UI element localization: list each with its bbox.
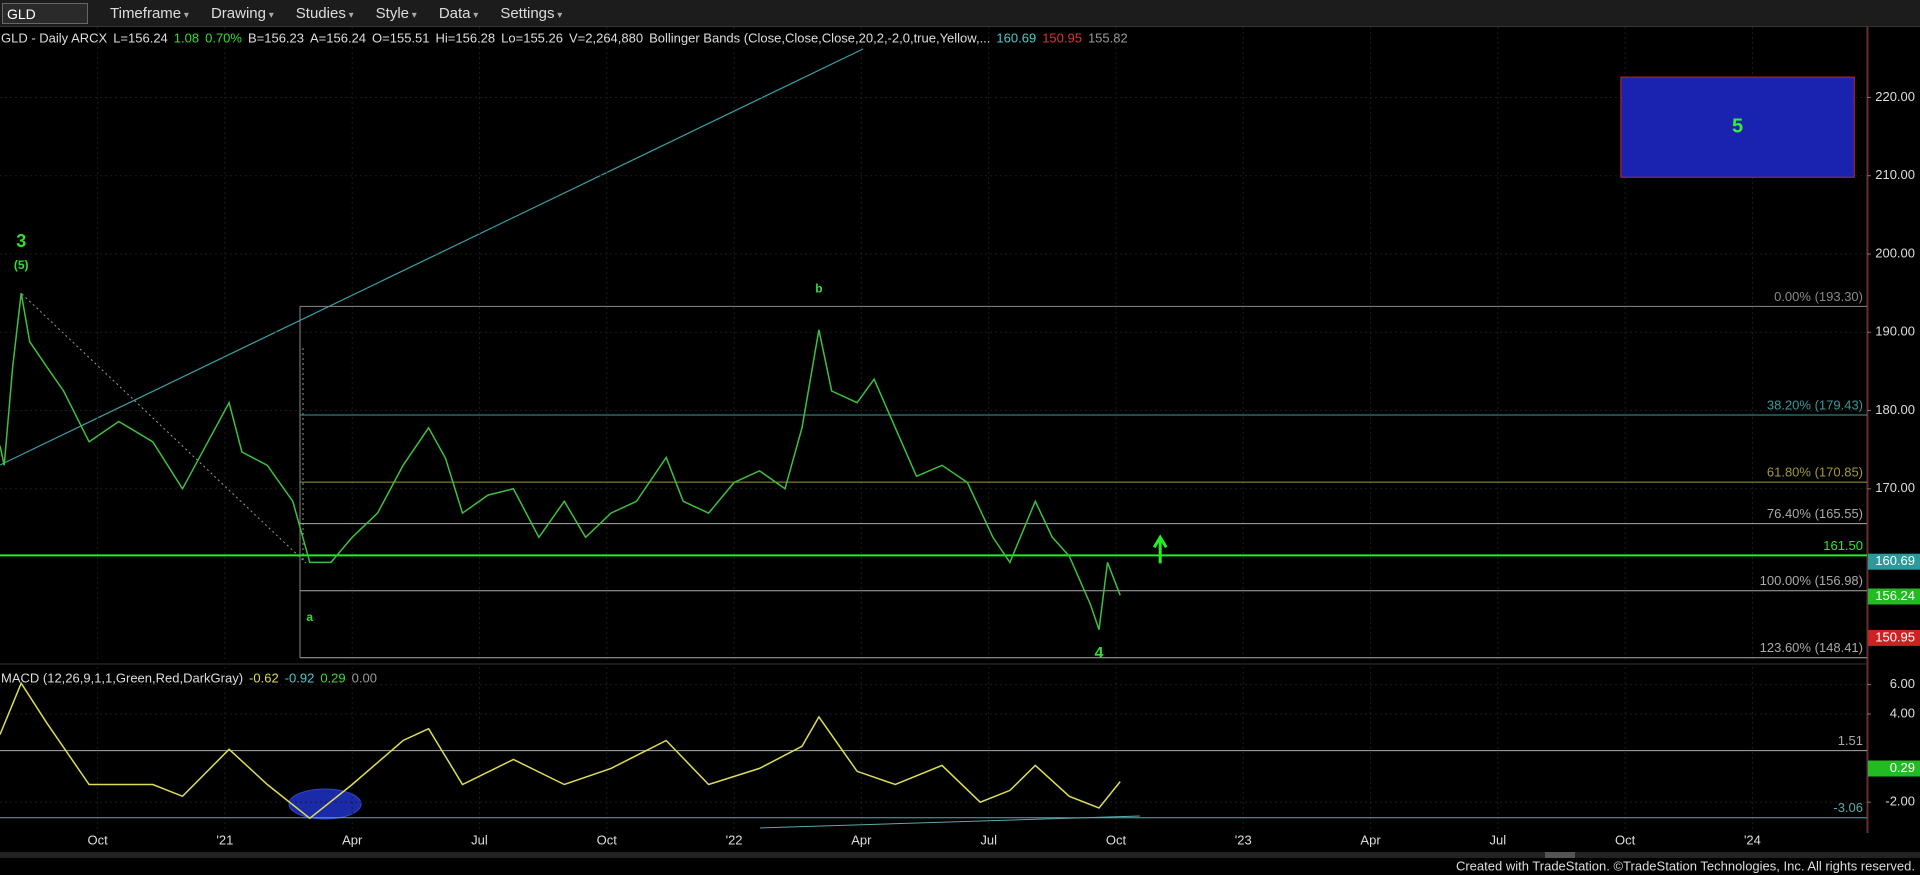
legend-text: 1.08 bbox=[174, 30, 199, 45]
legend-text: 0.29 bbox=[320, 670, 345, 685]
legend-text: GLD - Daily ARCX bbox=[1, 30, 108, 45]
toolbar-button[interactable]: Data bbox=[439, 5, 479, 22]
level-label: 1.51 bbox=[1838, 733, 1863, 748]
legend-text: A=156.24 bbox=[310, 30, 366, 45]
legend-text: V=2,264,880 bbox=[569, 30, 643, 45]
legend-text: O=155.51 bbox=[372, 30, 429, 45]
plot-bg bbox=[0, 27, 1867, 833]
level-label: -3.06 bbox=[1833, 800, 1863, 815]
footer: Created with TradeStation. ©TradeStation… bbox=[1456, 858, 1915, 873]
price-line bbox=[0, 681, 1121, 820]
y-tick-label: 210.00 bbox=[1875, 167, 1915, 182]
legend-text: Bollinger Bands (Close,Close,Close,20,2,… bbox=[649, 30, 990, 45]
price-marker-label: 156.24 bbox=[1875, 588, 1915, 603]
legend-text: -0.62 bbox=[249, 670, 279, 685]
level-label: 100.00% (156.98) bbox=[1760, 573, 1863, 588]
x-tick-label: Oct bbox=[1615, 832, 1636, 847]
x-tick-label: Jul bbox=[1490, 832, 1507, 847]
legend-text: 0.70% bbox=[205, 30, 242, 45]
highlight-ellipse bbox=[288, 788, 362, 820]
scrollbar[interactable] bbox=[0, 852, 1920, 858]
x-tick-label: '23 bbox=[1235, 832, 1252, 847]
price-marker bbox=[1868, 629, 1920, 646]
wave-label: b bbox=[815, 281, 822, 295]
x-tick-label: Jul bbox=[980, 832, 997, 847]
x-tick-label: Oct bbox=[597, 832, 618, 847]
scrollbar-thumb[interactable] bbox=[1545, 852, 1575, 858]
wave-line bbox=[21, 293, 307, 564]
y-tick-label: 6.00 bbox=[1890, 676, 1915, 691]
x-tick-label: Oct bbox=[1106, 832, 1127, 847]
trendline bbox=[0, 48, 864, 466]
y-tick-label: 170.00 bbox=[1875, 480, 1915, 495]
y-tick-label: 200.00 bbox=[1875, 245, 1915, 260]
legend-text: B=156.23 bbox=[248, 30, 304, 45]
box-label: 5 bbox=[1732, 115, 1743, 137]
x-tick-label: '21 bbox=[216, 832, 233, 847]
price-marker bbox=[1868, 588, 1920, 605]
x-tick-label: Oct bbox=[87, 832, 108, 847]
symbol-input[interactable]: GLD bbox=[2, 2, 88, 24]
price-marker-label: 150.95 bbox=[1875, 629, 1915, 644]
toolbar-button[interactable]: Settings bbox=[500, 5, 562, 22]
level-label: 123.60% (148.41) bbox=[1760, 640, 1863, 655]
x-tick-label: '22 bbox=[726, 832, 743, 847]
legend-text: 0.00 bbox=[352, 670, 377, 685]
x-tick-label: Apr bbox=[1360, 832, 1381, 847]
toolbar-button[interactable]: Studies bbox=[296, 5, 354, 22]
price-marker-label: 160.69 bbox=[1875, 553, 1915, 568]
level-label: 38.20% (179.43) bbox=[1767, 397, 1863, 412]
level-label: 0.00% (193.30) bbox=[1774, 289, 1863, 304]
target-box bbox=[1620, 76, 1855, 178]
price-marker-label: 0.29 bbox=[1890, 760, 1915, 775]
wave-label: 4 bbox=[1095, 645, 1104, 662]
y-tick-label: 220.00 bbox=[1875, 89, 1915, 104]
x-tick-label: Apr bbox=[342, 832, 363, 847]
price-line bbox=[0, 292, 1121, 630]
toolbar-button[interactable]: Drawing bbox=[211, 5, 274, 22]
level-label: 161.50 bbox=[1823, 538, 1863, 553]
level-label: 76.40% (165.55) bbox=[1767, 506, 1863, 521]
legend-text: 150.95 bbox=[1042, 30, 1082, 45]
y-tick-label: 180.00 bbox=[1875, 402, 1915, 417]
wave-label: (5) bbox=[14, 258, 29, 272]
wave-label: a bbox=[306, 610, 313, 624]
x-tick-label: Jul bbox=[471, 832, 488, 847]
y-tick-label: -2.00 bbox=[1885, 794, 1915, 809]
price-marker bbox=[1868, 760, 1920, 777]
wave-label: 3 bbox=[16, 231, 26, 251]
price-marker bbox=[1868, 553, 1920, 570]
legend-text: -0.92 bbox=[285, 670, 315, 685]
legend-text: L=156.24 bbox=[113, 30, 168, 45]
toolbar-button[interactable]: Style bbox=[376, 5, 417, 22]
arrow bbox=[1152, 534, 1168, 564]
toolbar: GLD Timeframe Drawing Studies Style Data… bbox=[0, 0, 1920, 27]
y-tick-label: 190.00 bbox=[1875, 324, 1915, 339]
y-tick-label: 4.00 bbox=[1890, 705, 1915, 720]
legend-text: 155.82 bbox=[1088, 30, 1128, 45]
legend-text: Hi=156.28 bbox=[436, 30, 496, 45]
x-tick-label: Apr bbox=[851, 832, 872, 847]
legend-text: 160.69 bbox=[996, 30, 1036, 45]
toolbar-button[interactable]: Timeframe bbox=[110, 5, 189, 22]
x-tick-label: '24 bbox=[1744, 832, 1761, 847]
legend-text: MACD (12,26,9,1,1,Green,Red,DarkGray) bbox=[1, 670, 243, 685]
legend-text: Lo=155.26 bbox=[501, 30, 563, 45]
level-label: 61.80% (170.85) bbox=[1767, 465, 1863, 480]
